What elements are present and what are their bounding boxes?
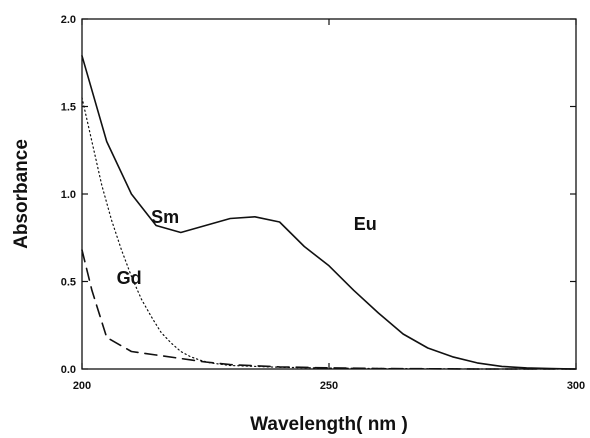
x-tick-label: 250 (320, 380, 338, 392)
y-tick-label: 0.5 (61, 277, 76, 289)
x-tick-label: 300 (567, 380, 585, 392)
plot-frame (81, 18, 577, 370)
series-label-gd: Gd (117, 268, 142, 288)
series-line-sm (81, 97, 577, 370)
series-line-gd (81, 249, 577, 370)
series-line-eu (81, 54, 577, 370)
y-tick-label: 1.5 (61, 102, 76, 114)
x-axis-title: Wavelength( nm ) (250, 414, 408, 435)
x-tick-label: 200 (73, 380, 91, 392)
y-axis-title: Absorbance (11, 139, 32, 249)
y-tick-label: 0.0 (61, 364, 76, 376)
series-label-sm: Sm (151, 207, 179, 227)
y-tick-label: 1.0 (61, 189, 76, 201)
series-label-eu: Eu (354, 214, 377, 234)
y-tick-label: 2.0 (61, 14, 76, 26)
